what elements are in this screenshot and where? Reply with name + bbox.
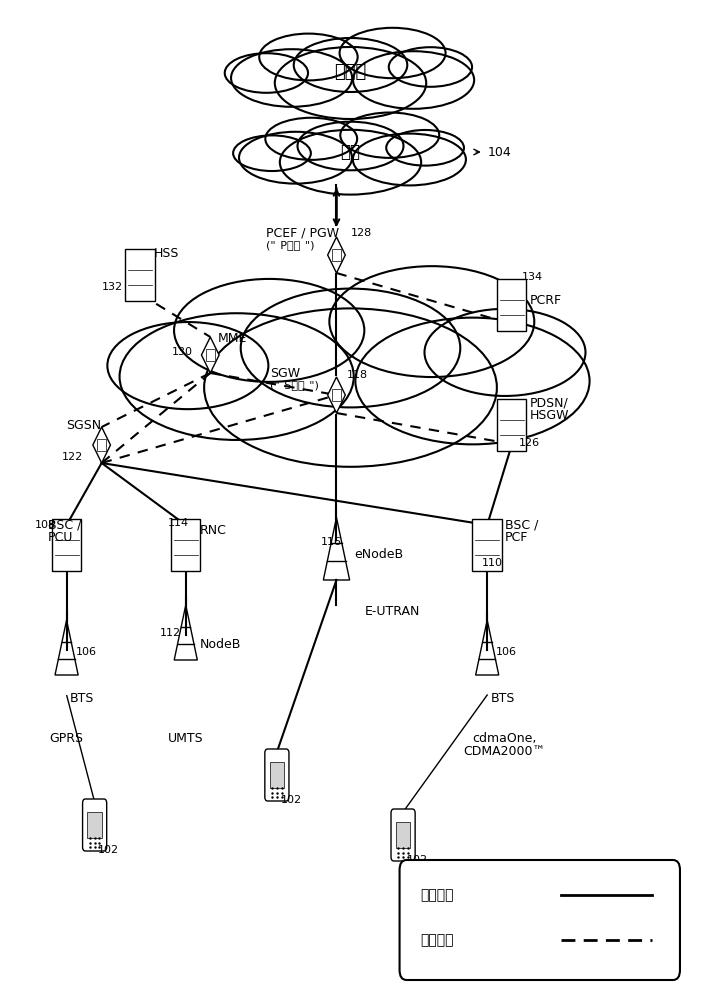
Text: BTS: BTS [70,692,95,705]
Text: PCU: PCU [48,531,73,544]
Text: 134: 134 [522,272,543,282]
Ellipse shape [386,130,464,166]
Text: BSC /: BSC / [505,519,538,532]
Text: 106: 106 [76,647,97,657]
Ellipse shape [353,51,474,109]
Ellipse shape [353,134,466,185]
Ellipse shape [259,34,358,80]
Ellipse shape [174,279,365,382]
Ellipse shape [297,122,404,170]
Text: 116: 116 [321,537,342,547]
Text: 118: 118 [347,370,368,380]
FancyBboxPatch shape [52,519,81,571]
Text: 104: 104 [487,145,511,158]
Text: E-UTRAN: E-UTRAN [365,605,420,618]
FancyBboxPatch shape [396,822,410,848]
Ellipse shape [425,309,585,396]
Text: 110: 110 [482,558,503,568]
Text: 102: 102 [280,795,301,805]
Text: RNC: RNC [200,524,226,537]
FancyBboxPatch shape [497,279,526,331]
FancyBboxPatch shape [391,809,415,861]
Ellipse shape [240,289,461,407]
FancyBboxPatch shape [125,249,155,301]
Ellipse shape [355,318,590,444]
Text: 130: 130 [172,347,193,357]
Text: BSC /: BSC / [48,519,81,532]
Polygon shape [201,337,219,373]
Text: PCF: PCF [505,531,528,544]
Polygon shape [93,427,111,463]
Text: 106: 106 [496,647,517,657]
Text: ("  P网关  "): (" P网关 ") [266,240,315,250]
Polygon shape [332,389,341,401]
Ellipse shape [107,322,268,409]
Ellipse shape [280,130,421,195]
Text: 108: 108 [35,520,56,530]
Text: eNodeB: eNodeB [354,548,403,562]
Text: cdmaOne,: cdmaOne, [472,732,537,745]
Text: GPRS: GPRS [50,732,83,745]
Polygon shape [327,237,346,273]
Ellipse shape [204,308,497,467]
Text: PDSN/: PDSN/ [529,397,568,410]
Text: 控制平面: 控制平面 [421,933,454,947]
Text: 用户平面: 用户平面 [421,888,454,902]
Polygon shape [332,249,341,261]
Ellipse shape [231,49,352,107]
Polygon shape [206,349,215,361]
Text: 128: 128 [350,228,372,238]
Text: PCEF / PGW: PCEF / PGW [266,227,339,240]
Text: 网络: 网络 [341,143,360,161]
FancyBboxPatch shape [472,519,502,571]
FancyBboxPatch shape [88,812,102,838]
Text: BTS: BTS [491,692,515,705]
Text: PCRF: PCRF [529,294,562,306]
Text: SGSN: SGSN [67,419,102,432]
Text: UMTS: UMTS [168,732,203,745]
Ellipse shape [239,132,352,184]
Ellipse shape [275,47,426,119]
Text: 112: 112 [160,628,181,638]
Polygon shape [97,439,106,451]
FancyBboxPatch shape [400,860,680,980]
Text: 114: 114 [168,518,189,528]
Polygon shape [327,377,346,413]
Ellipse shape [233,135,311,171]
FancyBboxPatch shape [83,799,107,851]
Text: ("  S网关  "): (" S网关 ") [270,380,319,390]
Ellipse shape [329,266,534,377]
Ellipse shape [294,38,407,92]
Text: HSS: HSS [154,247,179,260]
Ellipse shape [340,113,440,158]
Text: 互联网: 互联网 [334,63,367,81]
Text: MME: MME [217,332,247,345]
Ellipse shape [120,313,354,440]
Ellipse shape [265,118,358,160]
FancyBboxPatch shape [265,749,289,801]
Text: HSGW: HSGW [529,409,569,422]
FancyBboxPatch shape [270,762,284,788]
Text: 132: 132 [102,282,123,292]
Text: 102: 102 [98,845,119,855]
Text: NodeB: NodeB [200,639,241,652]
Ellipse shape [225,53,308,93]
FancyBboxPatch shape [497,399,526,451]
Text: 102: 102 [407,855,428,865]
Text: 126: 126 [519,438,540,448]
Text: CDMA2000™: CDMA2000™ [464,745,545,758]
Text: 122: 122 [62,452,83,462]
Ellipse shape [389,47,472,87]
FancyBboxPatch shape [171,519,200,571]
Ellipse shape [339,28,446,78]
Text: SGW: SGW [270,367,300,380]
